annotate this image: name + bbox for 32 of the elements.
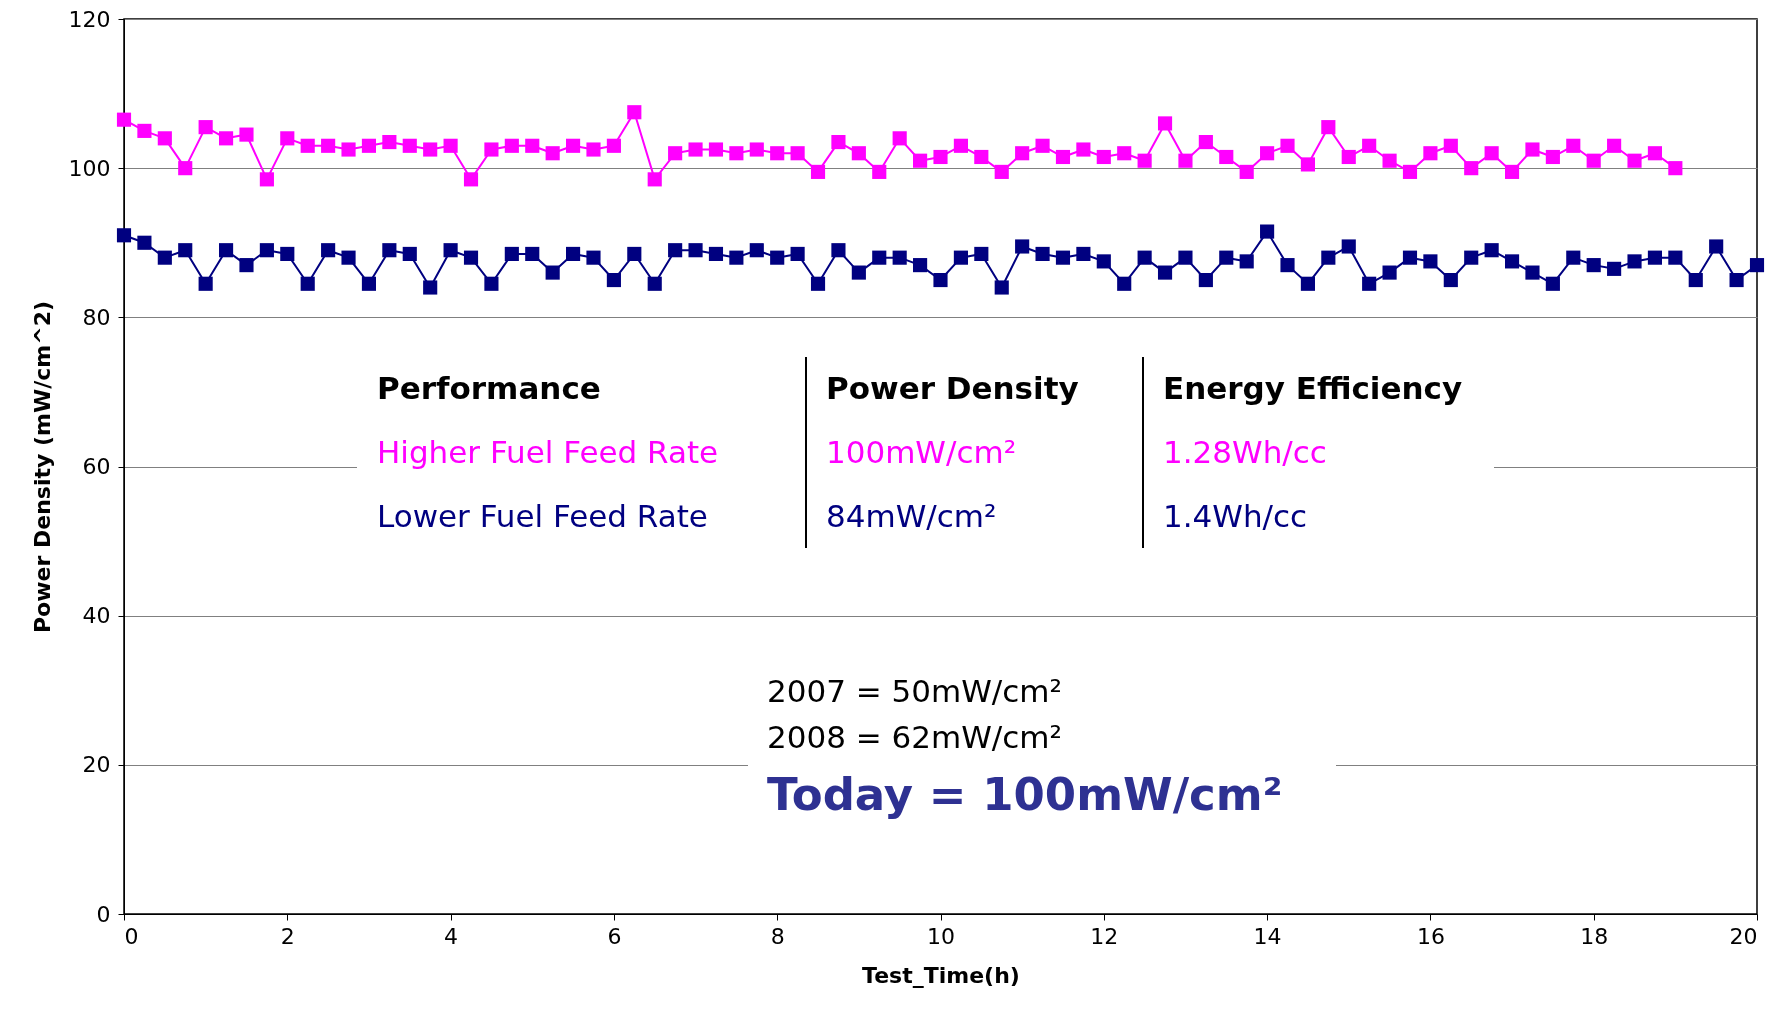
x-tick-label: 14 bbox=[1253, 923, 1282, 949]
annotation: 2007 = 50mW/cm² bbox=[767, 673, 1062, 709]
annotation: Power Density bbox=[826, 370, 1079, 406]
x-tick-label: 12 bbox=[1090, 923, 1119, 949]
y-tick-label: 60 bbox=[82, 454, 111, 479]
x-axis-title: Test_Time(h) bbox=[862, 962, 1020, 988]
y-tick-label: 120 bbox=[68, 6, 111, 32]
annotation: 2008 = 62mW/cm² bbox=[767, 719, 1062, 755]
text: Lower Fuel Feed Rate bbox=[377, 498, 708, 534]
x-tick-label: 4 bbox=[444, 923, 459, 949]
x-tick-label: 16 bbox=[1416, 923, 1445, 949]
annotation: Energy Efficiency bbox=[1163, 370, 1463, 406]
y-axis-title: Power Density (mW/cm^2) bbox=[29, 300, 55, 634]
x-tick-label: 20 bbox=[1729, 923, 1758, 949]
annotation: 1.4Wh/cc bbox=[1163, 498, 1308, 534]
annotation: 100mW/cm² bbox=[826, 434, 1017, 470]
text: Higher Fuel Feed Rate bbox=[377, 434, 719, 470]
y-tick-label: 40 bbox=[82, 603, 111, 629]
annotation: Performance bbox=[377, 370, 601, 406]
x-tick-label: 0 bbox=[124, 923, 139, 949]
y-tick-label: 20 bbox=[82, 752, 111, 778]
annotation: 1.28Wh/cc bbox=[1163, 434, 1327, 470]
y-tick-label: 80 bbox=[82, 304, 111, 330]
x-tick-label: 8 bbox=[770, 923, 785, 949]
annotation: 84mW/cm² bbox=[826, 498, 997, 534]
annotation: Today = 100mW/cm² bbox=[767, 768, 1283, 821]
x-tick-label: 6 bbox=[607, 923, 622, 949]
y-tick-label: 0 bbox=[96, 901, 111, 927]
x-tick-label: 2 bbox=[280, 923, 295, 949]
x-tick-label: 10 bbox=[927, 923, 955, 949]
y-tick-label: 100 bbox=[68, 155, 111, 181]
x-tick-label: 18 bbox=[1580, 923, 1609, 949]
